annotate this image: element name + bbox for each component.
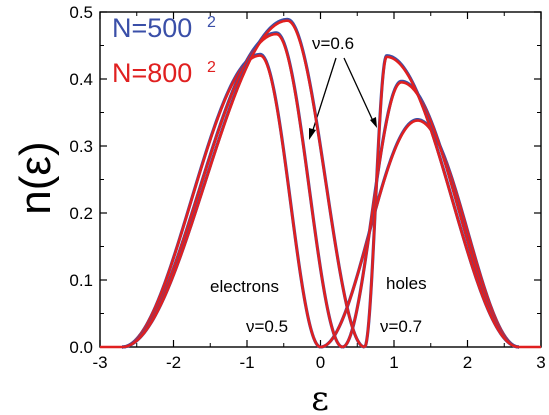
annotation-electrons: electrons <box>210 277 279 296</box>
series-n500-holes-line <box>365 56 519 347</box>
legend-label-n800: N=800 <box>112 58 192 88</box>
series-n800-electrons-line <box>122 56 320 347</box>
x-tick-label: 1 <box>389 353 398 372</box>
annotation-arrowhead-left <box>309 128 316 140</box>
annotation-arrow-right <box>344 58 373 121</box>
y-axis-title-group: n(ε) <box>11 141 60 214</box>
x-tick-label: 3 <box>536 353 545 372</box>
y-tick-label: 0.1 <box>69 271 93 290</box>
x-tick-label: 2 <box>463 353 472 372</box>
x-tick-label: -2 <box>166 353 181 372</box>
annotation-nu-07: ν=0.7 <box>380 317 422 336</box>
legend-sup-n800: 2 <box>207 59 216 76</box>
legend-item-n800: N=800 2 <box>112 58 216 88</box>
series-n800-holes-line <box>365 57 519 347</box>
x-tick-label: -1 <box>239 353 254 372</box>
y-tick-label: 0.4 <box>69 70 93 89</box>
x-tick-label: 0 <box>316 353 325 372</box>
legend-label-n500: N=500 <box>112 13 192 43</box>
annotation-holes: holes <box>386 274 427 293</box>
y-tick-label: 0.5 <box>69 3 93 22</box>
y-tick-label: 0.0 <box>69 338 93 357</box>
legend-sup-n500: 2 <box>207 14 216 31</box>
annotation-nu-06: ν=0.6 <box>312 34 354 53</box>
x-axis-title: ε <box>311 379 329 415</box>
legend: N=500 2 N=800 2 <box>112 13 216 88</box>
y-tick-label: 0.2 <box>69 204 93 223</box>
y-axis-title: n(ε) <box>11 141 60 214</box>
legend-item-n500: N=500 2 <box>112 13 216 43</box>
annotation-arrowhead-right <box>370 117 377 128</box>
x-tick-label: -3 <box>92 353 107 372</box>
y-tick-label: 0.3 <box>69 137 93 156</box>
annotation-nu-05: ν=0.5 <box>246 317 288 336</box>
